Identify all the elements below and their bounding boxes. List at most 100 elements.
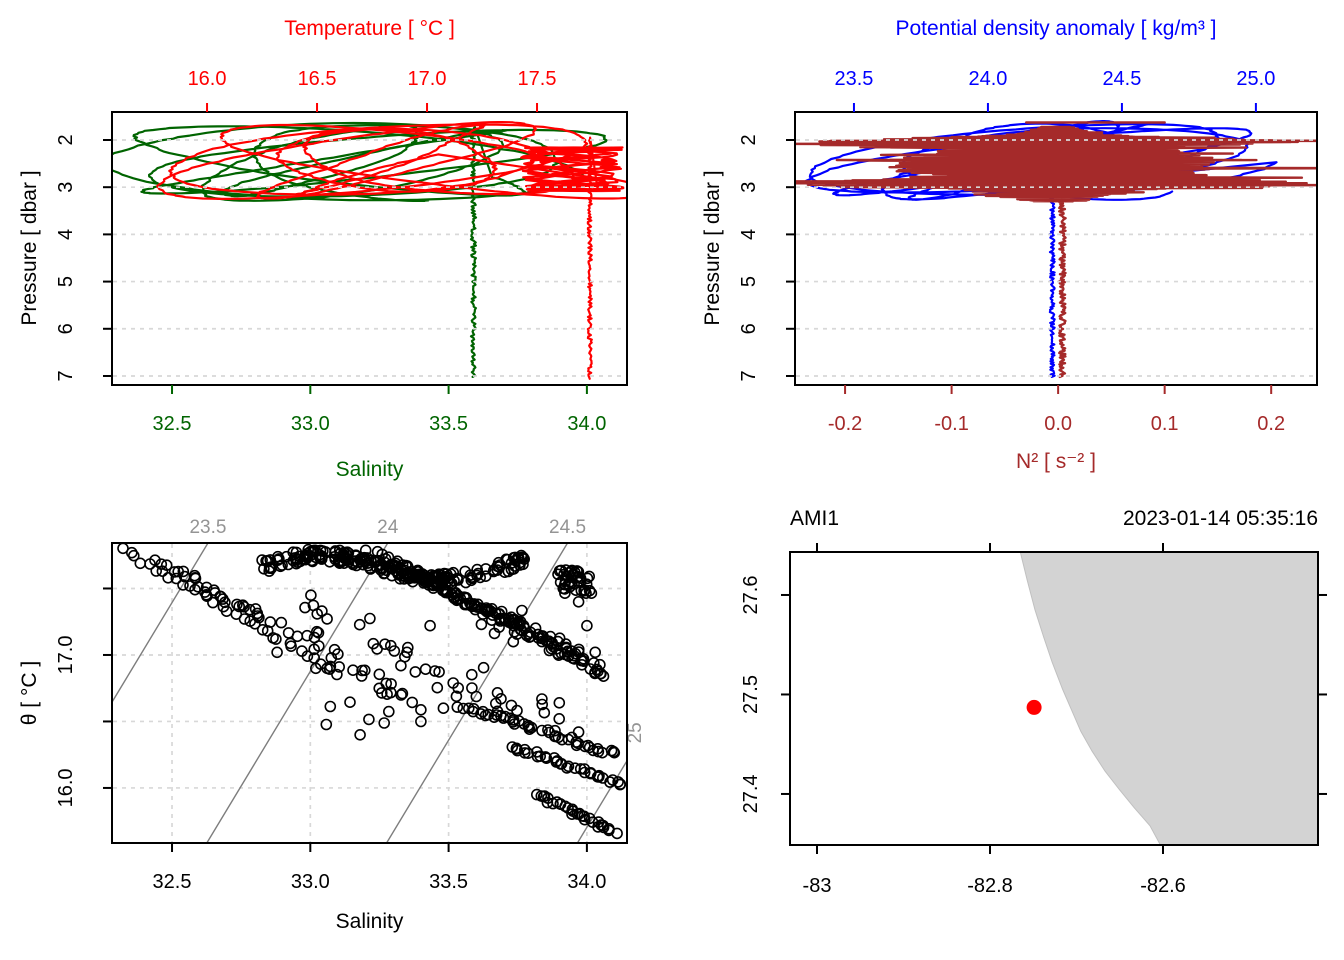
ts-point xyxy=(309,662,322,675)
ts-point xyxy=(388,645,401,657)
ts-point xyxy=(320,718,333,731)
ts-point xyxy=(217,593,229,605)
ts-point xyxy=(328,643,341,656)
ts-point xyxy=(433,666,445,678)
ts-point xyxy=(346,557,359,569)
ts-point xyxy=(493,621,505,633)
ts-point xyxy=(134,557,147,570)
ts-point xyxy=(238,600,250,613)
tick-label: 33.5 xyxy=(429,413,468,435)
ts-point xyxy=(558,583,571,595)
isopycnal-line xyxy=(385,543,569,843)
ts-point xyxy=(508,560,521,572)
ts-point xyxy=(351,556,364,568)
ts-point xyxy=(275,616,288,629)
tick-label: 33.0 xyxy=(291,871,330,893)
ts-point xyxy=(479,570,492,583)
ts-point xyxy=(149,554,161,567)
land-polygon xyxy=(1019,552,1318,845)
ts-point xyxy=(285,640,297,653)
ts-point xyxy=(558,568,570,581)
ts-point xyxy=(477,661,490,674)
ts-point xyxy=(419,663,432,676)
ts-point xyxy=(344,696,356,709)
ts-point xyxy=(525,721,538,734)
tick-label: -83 xyxy=(803,875,832,897)
ts-point xyxy=(433,568,445,581)
ts-point xyxy=(562,760,575,773)
ts-point xyxy=(249,617,261,630)
ts-point xyxy=(561,762,573,774)
panel-ts-diagram: 23.5 24 24.5 25 32.5 33.0 33.5 34.0 17.0 16.0 xyxy=(55,517,646,893)
ts-point xyxy=(452,574,464,586)
tick-label: 6 xyxy=(738,323,760,334)
plot-frame xyxy=(794,111,1318,386)
ts-point xyxy=(559,575,572,588)
ts-point xyxy=(472,598,484,611)
ts-point xyxy=(451,701,464,713)
ts-point xyxy=(270,633,282,645)
tick-label: 3 xyxy=(55,182,77,193)
tick-label: 27.4 xyxy=(740,774,762,813)
ts-point xyxy=(170,572,183,585)
ts-point xyxy=(312,640,325,652)
station-name-label: AMI1 xyxy=(790,507,840,530)
ts-point xyxy=(482,603,495,616)
plot-frame xyxy=(789,551,1319,846)
tick-label: 2 xyxy=(738,134,760,145)
ts-point xyxy=(518,622,531,635)
ts-point xyxy=(363,713,375,726)
temperature-axis-title: Temperature [ °C ] xyxy=(284,17,455,40)
tick-label: -0.2 xyxy=(828,413,862,435)
isopycnal-label: 23.5 xyxy=(189,517,226,538)
ts-point xyxy=(579,584,591,597)
ts-point xyxy=(507,551,520,564)
ts-point xyxy=(580,578,593,591)
ts-point xyxy=(549,724,561,737)
tick-label: 6 xyxy=(55,323,77,334)
ts-point xyxy=(396,687,409,700)
tick-label: 32.5 xyxy=(153,871,192,893)
ts-point xyxy=(409,666,422,678)
ts-point xyxy=(238,613,251,625)
ts-point xyxy=(472,567,484,580)
isopycnal-line xyxy=(206,543,389,843)
tick-label: 27.6 xyxy=(740,576,762,615)
n2-line xyxy=(795,121,1317,379)
ts-point xyxy=(282,558,295,571)
ts-point xyxy=(311,608,324,620)
ts-point xyxy=(353,618,366,631)
ts-point xyxy=(515,624,528,637)
ts-point xyxy=(375,687,388,699)
ts-point xyxy=(335,556,347,568)
tick-label: 33.5 xyxy=(429,871,468,893)
ts-point xyxy=(301,629,313,642)
ts-point xyxy=(570,739,583,752)
ts-point xyxy=(505,699,518,712)
ts-point xyxy=(499,710,512,723)
tick-label: 16.0 xyxy=(55,768,77,807)
temperature-line xyxy=(156,121,627,380)
ts-point xyxy=(395,689,407,701)
tick-label: 0.0 xyxy=(1044,413,1072,435)
ts-point xyxy=(312,626,325,639)
theta-axis-title: θ [ °C ] xyxy=(18,660,41,726)
tick-label: 5 xyxy=(738,276,760,287)
ts-point xyxy=(258,562,270,575)
tick-label: 5 xyxy=(55,276,77,287)
ts-point xyxy=(369,556,382,569)
ts-point xyxy=(437,702,450,715)
tick-label: 32.5 xyxy=(153,413,192,435)
isopycnal-line xyxy=(112,543,209,704)
ts-point xyxy=(415,715,427,728)
tick-label: 24.5 xyxy=(1102,68,1141,90)
ts-point xyxy=(583,584,596,597)
ts-point xyxy=(177,579,189,591)
ts-point xyxy=(160,559,173,572)
isopycnal-label: 24.5 xyxy=(549,517,586,538)
ts-point xyxy=(518,743,531,756)
ts-point xyxy=(263,565,276,577)
ts-point xyxy=(356,664,368,677)
tick-label: 17.0 xyxy=(55,635,77,674)
